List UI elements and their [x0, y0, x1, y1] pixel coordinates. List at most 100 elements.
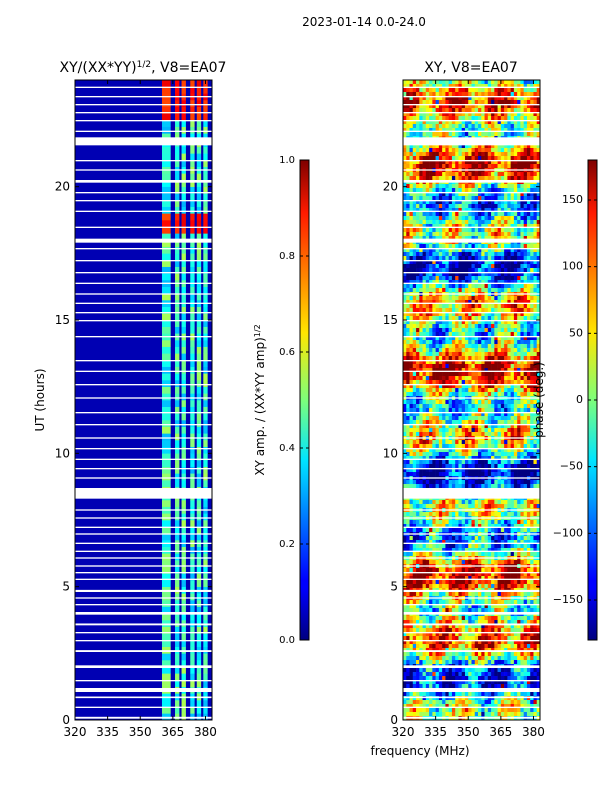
right-heat-cell: [412, 404, 417, 409]
left-heat-cell: [190, 500, 195, 507]
right-heat-cell: [409, 448, 414, 453]
right-heat-cell: [451, 128, 456, 133]
right-heat-cell: [435, 204, 440, 209]
right-heat-cell: [510, 128, 515, 133]
right-heat-cell: [432, 120, 436, 125]
right-heat-cell: [474, 264, 479, 269]
right-heat-cell: [510, 276, 515, 281]
right-heat-cell: [412, 316, 417, 321]
right-heat-cell: [530, 268, 534, 273]
right-heat-cell: [487, 440, 492, 445]
right-heat-cell: [451, 480, 456, 485]
right-heat-cell: [451, 144, 456, 149]
right-heat-cell: [484, 324, 489, 329]
left-heat-cell: [175, 406, 180, 414]
left-heat-cell: [181, 666, 186, 674]
right-heat-cell: [438, 304, 443, 309]
right-heat-cell: [403, 392, 407, 397]
right-heat-cell: [536, 176, 540, 181]
right-heat-cell: [536, 404, 540, 409]
right-heat-cell: [484, 200, 489, 205]
right-heat-cell: [500, 412, 505, 417]
right-heat-cell: [520, 260, 524, 265]
right-heat-cell: [478, 408, 482, 413]
left-heat-cell: [203, 340, 208, 347]
right-heat-cell: [458, 352, 463, 357]
right-heat-cell: [507, 480, 511, 485]
right-heat-cell: [403, 416, 407, 421]
right-heat-cell: [517, 460, 521, 465]
right-heat-cell: [513, 164, 518, 169]
right-heat-cell: [458, 412, 463, 417]
right-heat-cell: [471, 384, 476, 389]
right-heat-cell: [507, 464, 511, 469]
right-heat-cell: [455, 432, 459, 437]
right-heat-cell: [438, 92, 443, 97]
right-heat-cell: [530, 416, 534, 421]
right-heat-cell: [416, 176, 420, 181]
right-heat-cell: [507, 484, 511, 489]
right-heat-cell: [409, 356, 414, 361]
right-heat-cell: [523, 284, 528, 289]
right-heat-cell: [464, 480, 469, 485]
right-heat-cell: [464, 268, 469, 273]
right-heat-cell: [487, 120, 492, 125]
right-heat-cell: [406, 256, 410, 261]
right-heat-cell: [471, 392, 476, 397]
right-heat-cell: [497, 184, 502, 189]
right-heat-cell: [429, 308, 433, 313]
right-heat-cell: [448, 188, 453, 193]
right-heat-cell: [448, 360, 453, 365]
right-heat-cell: [513, 184, 518, 189]
right-heat-cell: [504, 348, 508, 353]
right-heat-cell: [448, 372, 453, 377]
right-heat-cell: [481, 464, 485, 469]
right-heat-cell: [468, 428, 472, 433]
right-heat-cell: [484, 220, 489, 225]
right-heat-cell: [491, 288, 495, 293]
right-heat-cell: [530, 212, 534, 217]
right-heat-cell: [494, 332, 498, 337]
right-heat-cell: [504, 148, 508, 153]
right-heat-cell: [406, 440, 410, 445]
right-heat-cell: [448, 244, 453, 249]
right-heat-cell: [533, 484, 538, 489]
right-heat-cell: [526, 228, 531, 233]
right-heat-cell: [526, 112, 531, 117]
right-heat-cell: [432, 408, 436, 413]
right-heat-cell: [523, 244, 528, 249]
right-heat-cell: [507, 248, 511, 253]
right-heat-cell: [409, 228, 414, 233]
right-heat-cell: [510, 324, 515, 329]
right-heat-cell: [451, 376, 456, 381]
right-heat-cell: [497, 296, 502, 301]
right-heat-cell: [517, 220, 521, 225]
right-heat-cell: [468, 204, 472, 209]
right-heat-cell: [510, 160, 515, 165]
right-heat-cell: [510, 432, 515, 437]
right-heat-cell: [455, 480, 459, 485]
right-heat-cell: [533, 340, 538, 345]
right-heat-cell: [536, 192, 540, 197]
right-heat-cell: [484, 432, 489, 437]
right-heat-cell: [448, 196, 453, 201]
right-heat-cell: [494, 420, 498, 425]
right-heat-cell: [536, 172, 540, 177]
left-heat-cell: [161, 133, 171, 141]
right-heat-cell: [500, 456, 505, 461]
right-heat-cell: [471, 224, 476, 229]
right-heat-cell: [435, 464, 440, 469]
right-heat-cell: [497, 152, 502, 157]
right-heat-cell: [513, 368, 518, 373]
right-heat-cell: [510, 340, 515, 345]
right-heat-cell: [435, 248, 440, 253]
right-heat-cell: [471, 344, 476, 349]
right-heat-cell: [491, 108, 495, 113]
left-heat-cell: [181, 626, 186, 634]
right-heat-cell: [438, 320, 443, 325]
right-heat-cell: [523, 148, 528, 153]
right-heat-cell: [442, 444, 446, 449]
right-heat-cell: [435, 444, 440, 449]
right-heat-cell: [412, 88, 417, 93]
right-heat-cell: [461, 84, 466, 89]
